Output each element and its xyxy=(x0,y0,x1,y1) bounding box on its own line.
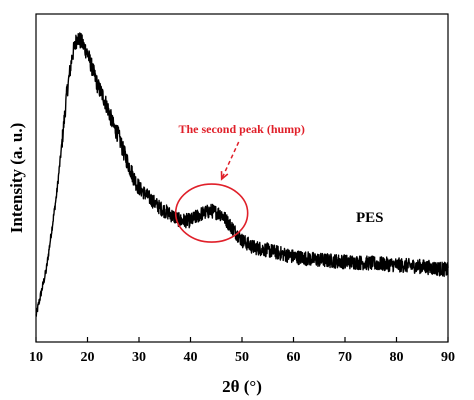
x-tick-label: 40 xyxy=(184,350,198,365)
x-tick-label: 30 xyxy=(132,350,146,365)
x-tick-label: 10 xyxy=(29,350,43,365)
x-tick-label: 60 xyxy=(287,350,301,365)
series-layer xyxy=(35,32,449,317)
annotation-layer: The second peak (hump) xyxy=(174,122,305,243)
x-tick-label: 90 xyxy=(441,350,455,365)
x-tick-label: 20 xyxy=(81,350,95,365)
x-axis-title: 2θ (°) xyxy=(222,377,262,396)
x-tick-label: 80 xyxy=(390,350,404,365)
hump-highlight-ellipse xyxy=(174,183,249,243)
x-tick-label: 50 xyxy=(235,350,249,365)
series-line-pes xyxy=(35,32,449,317)
x-tick-label: 70 xyxy=(338,350,352,365)
annotation-arrowhead xyxy=(220,171,229,181)
x-axis-ticks: 10 20 30 40 50 60 70 80 90 xyxy=(29,337,455,365)
series-label-pes: PES xyxy=(356,210,384,226)
y-axis-title: Intensity (a. u.) xyxy=(7,123,26,234)
annotation-label: The second peak (hump) xyxy=(178,122,304,136)
annotation-arrow xyxy=(220,141,240,180)
plot-frame xyxy=(35,13,449,343)
